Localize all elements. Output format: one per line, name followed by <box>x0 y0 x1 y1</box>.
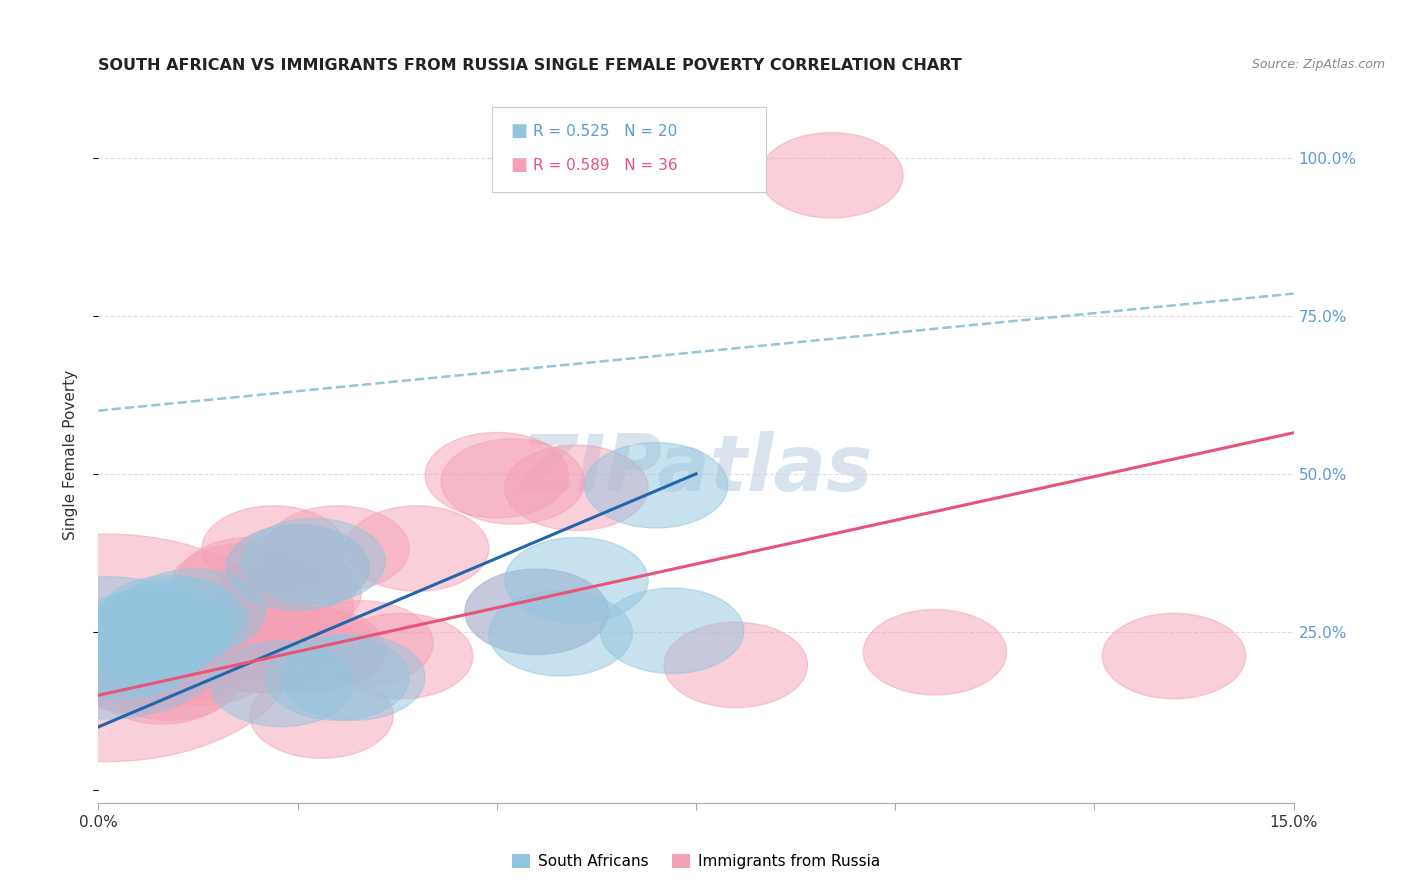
Ellipse shape <box>266 506 409 591</box>
Legend: South Africans, Immigrants from Russia: South Africans, Immigrants from Russia <box>506 848 886 875</box>
Ellipse shape <box>131 620 274 705</box>
Ellipse shape <box>194 607 337 692</box>
Ellipse shape <box>759 133 903 218</box>
Ellipse shape <box>170 544 314 629</box>
Ellipse shape <box>242 518 385 604</box>
Ellipse shape <box>505 445 648 531</box>
Y-axis label: Single Female Poverty: Single Female Poverty <box>63 370 77 540</box>
Ellipse shape <box>75 599 218 684</box>
Ellipse shape <box>585 442 728 528</box>
Ellipse shape <box>218 550 361 635</box>
Ellipse shape <box>226 524 370 610</box>
Text: R = 0.525   N = 20: R = 0.525 N = 20 <box>533 124 678 138</box>
Ellipse shape <box>441 439 585 524</box>
Ellipse shape <box>233 607 377 692</box>
Ellipse shape <box>83 607 226 692</box>
Ellipse shape <box>51 614 194 698</box>
Ellipse shape <box>114 614 257 698</box>
Ellipse shape <box>186 607 329 692</box>
Ellipse shape <box>425 433 568 518</box>
Ellipse shape <box>465 569 609 655</box>
Ellipse shape <box>0 577 226 719</box>
Ellipse shape <box>98 635 242 720</box>
Ellipse shape <box>209 563 353 648</box>
Ellipse shape <box>0 534 298 762</box>
Ellipse shape <box>98 575 242 661</box>
Ellipse shape <box>51 615 194 700</box>
Text: ■: ■ <box>510 156 527 174</box>
Ellipse shape <box>1102 614 1246 698</box>
Text: ■: ■ <box>510 122 527 140</box>
Ellipse shape <box>122 569 266 655</box>
Ellipse shape <box>83 591 226 676</box>
Ellipse shape <box>90 584 233 670</box>
Ellipse shape <box>59 608 202 694</box>
Ellipse shape <box>266 635 409 720</box>
Ellipse shape <box>505 538 648 623</box>
Ellipse shape <box>107 578 250 664</box>
Ellipse shape <box>242 607 385 692</box>
Ellipse shape <box>290 600 433 686</box>
Ellipse shape <box>66 592 209 678</box>
Text: SOUTH AFRICAN VS IMMIGRANTS FROM RUSSIA SINGLE FEMALE POVERTY CORRELATION CHART: SOUTH AFRICAN VS IMMIGRANTS FROM RUSSIA … <box>98 58 962 73</box>
Ellipse shape <box>75 623 218 707</box>
Ellipse shape <box>209 641 353 727</box>
Ellipse shape <box>122 600 266 686</box>
Text: ZIPatlas: ZIPatlas <box>520 431 872 507</box>
Ellipse shape <box>281 635 425 720</box>
Ellipse shape <box>59 626 202 712</box>
Ellipse shape <box>42 620 186 705</box>
Ellipse shape <box>179 538 322 623</box>
Ellipse shape <box>863 609 1007 695</box>
Ellipse shape <box>202 506 346 591</box>
Ellipse shape <box>465 569 609 655</box>
Text: R = 0.589   N = 36: R = 0.589 N = 36 <box>533 158 678 172</box>
Ellipse shape <box>90 639 233 724</box>
Text: Source: ZipAtlas.com: Source: ZipAtlas.com <box>1251 58 1385 71</box>
Ellipse shape <box>600 588 744 673</box>
Ellipse shape <box>66 629 209 714</box>
Ellipse shape <box>250 673 394 758</box>
Ellipse shape <box>489 591 633 676</box>
Ellipse shape <box>107 609 250 695</box>
Ellipse shape <box>329 614 472 698</box>
Ellipse shape <box>346 506 489 591</box>
Ellipse shape <box>664 623 807 707</box>
Ellipse shape <box>226 524 370 610</box>
